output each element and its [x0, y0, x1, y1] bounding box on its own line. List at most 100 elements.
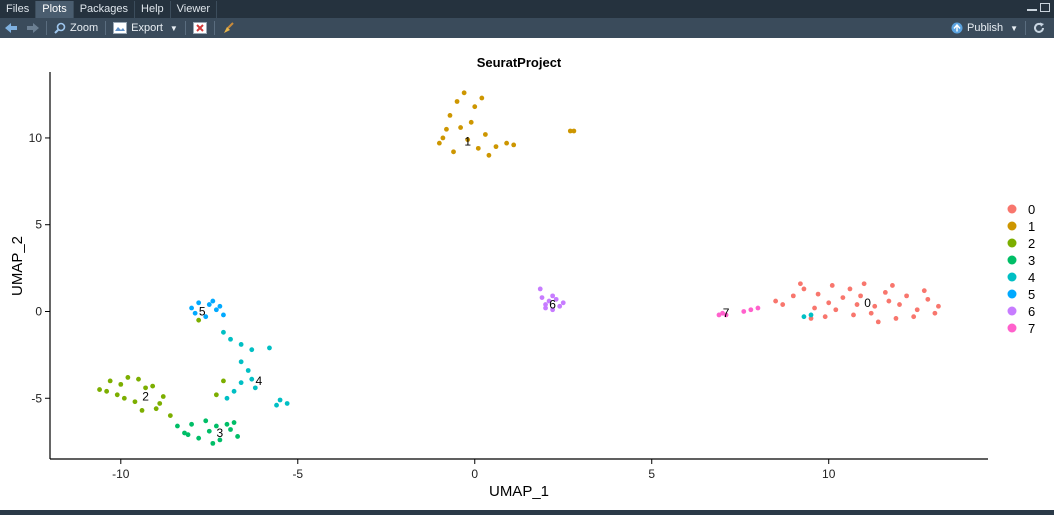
back-button[interactable]: [0, 19, 22, 37]
cluster-7-point: [720, 310, 725, 316]
cluster-3-point: [189, 421, 194, 427]
pane-tabbar: Files Plots Packages Help Viewer: [0, 0, 1054, 18]
cluster-4-point: [245, 368, 251, 373]
cluster-label: 2: [142, 390, 149, 404]
cluster-0-point: [872, 303, 878, 309]
tab-files[interactable]: Files: [0, 1, 37, 18]
tab-plots[interactable]: Plots: [36, 1, 74, 18]
legend-key: [1007, 204, 1017, 214]
refresh-icon: [1034, 22, 1044, 33]
cluster-0-point: [893, 316, 899, 321]
cluster-label: 5: [199, 304, 206, 318]
x-axis-label: UMAP_1: [489, 483, 549, 500]
cluster-3-point: [185, 432, 191, 438]
cluster-1-point: [493, 144, 499, 150]
zoom-button[interactable]: Zoom: [49, 19, 103, 37]
clear-plots-button[interactable]: [217, 19, 239, 37]
cluster-6-point: [560, 300, 566, 306]
cluster-5-point: [213, 307, 219, 313]
cluster-6-point: [543, 305, 548, 311]
cluster-3-point: [206, 428, 212, 434]
legend-label: 0: [1028, 202, 1035, 217]
legend-label: 4: [1028, 270, 1035, 285]
cluster-6-point: [550, 293, 556, 299]
window-controls: [1027, 3, 1050, 12]
cluster-1-point: [571, 128, 577, 134]
cluster-1-point: [511, 142, 517, 148]
toolbar-right: Publish ▼: [946, 19, 1050, 37]
legend: 0 1 2 3 4 5 6 7: [1007, 202, 1035, 336]
cluster-0-point: [833, 307, 839, 313]
cluster-4-point: [274, 402, 279, 408]
forward-button[interactable]: [22, 19, 44, 37]
cluster-0-point: [897, 302, 902, 307]
cluster-0-point: [773, 298, 779, 304]
cluster-3-point: [217, 437, 223, 443]
cluster-5-point: [210, 298, 216, 304]
cluster-0-point: [858, 293, 863, 299]
cluster-7-point: [716, 312, 722, 318]
cluster-5-point: [196, 300, 202, 306]
cluster-0-point: [840, 295, 846, 301]
plot-viewer: SeuratProject -10 -5 0 5 10 -5 0 5 10 UMAP_1 UM…: [0, 38, 1054, 510]
cluster-6-point: [550, 307, 556, 313]
remove-plot-button[interactable]: [188, 19, 212, 37]
maximize-icon[interactable]: [1040, 3, 1050, 12]
cluster-0-point: [801, 286, 807, 292]
cluster-1-point: [458, 125, 463, 130]
cluster-label: 6: [549, 298, 556, 312]
y-tick-label: 0: [35, 304, 42, 318]
legend-label: 7: [1028, 321, 1035, 336]
x-tick-label: 10: [822, 467, 836, 481]
refresh-button[interactable]: [1028, 19, 1050, 37]
export-button[interactable]: Export ▼: [108, 19, 183, 37]
cluster-2-point: [150, 383, 156, 389]
cluster-0-point: [882, 289, 888, 295]
cluster-3-point: [182, 430, 187, 436]
toolbar-divider: [105, 21, 107, 35]
cluster-0-point: [911, 314, 917, 320]
cluster-0-point: [914, 307, 920, 313]
cluster-4-point: [252, 385, 258, 391]
tab-viewer[interactable]: Viewer: [171, 1, 218, 18]
cluster-4-point: [231, 388, 237, 394]
legend-key: [1007, 238, 1017, 248]
cluster-label: 0: [864, 296, 871, 310]
y-axis-label: UMAP_2: [9, 236, 26, 296]
legend-label: 2: [1028, 236, 1035, 251]
cluster-4-point: [277, 397, 283, 403]
cluster-5-point: [192, 310, 198, 316]
broom-icon: [223, 22, 234, 33]
cluster-6-point: [537, 286, 543, 292]
cluster-1-point: [475, 145, 481, 151]
cluster-0-point: [936, 303, 941, 309]
cluster-6-point: [557, 303, 563, 309]
publish-button[interactable]: Publish ▼: [946, 19, 1023, 37]
minimize-icon[interactable]: [1027, 3, 1037, 11]
tab-help[interactable]: Help: [135, 1, 171, 18]
legend-key: [1007, 272, 1017, 282]
cluster-0-point: [829, 283, 835, 288]
publish-label: Publish: [967, 22, 1004, 34]
cluster-3-point: [228, 427, 233, 432]
cluster-2-point: [104, 388, 110, 394]
legend-key: [1007, 323, 1017, 333]
cluster-2-point: [213, 392, 219, 398]
cluster-5-point: [189, 305, 194, 311]
cluster-0-point: [851, 312, 856, 318]
legend-label: 6: [1028, 304, 1035, 319]
cluster-3-point: [203, 418, 209, 424]
remove-plot-icon: [192, 22, 207, 34]
cluster-0-point: [861, 281, 867, 287]
cluster-6-point: [543, 302, 548, 307]
cluster-2-point: [132, 399, 138, 405]
cluster-0-point: [847, 286, 853, 292]
legend-label: 3: [1028, 253, 1035, 268]
cluster-7-point: [723, 312, 729, 318]
cluster-0-point: [808, 316, 814, 321]
cluster-4-point: [238, 359, 244, 365]
cluster-2-point: [121, 395, 127, 401]
cluster-1-point: [444, 126, 449, 132]
tab-packages[interactable]: Packages: [74, 1, 136, 18]
